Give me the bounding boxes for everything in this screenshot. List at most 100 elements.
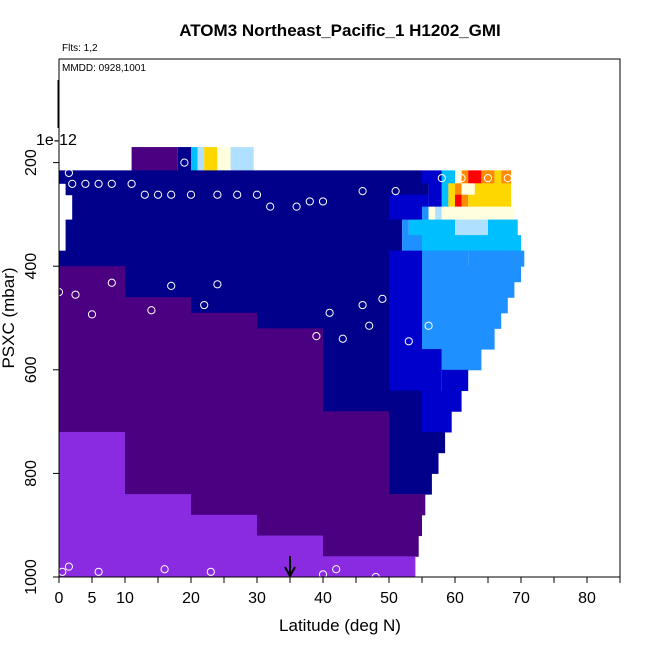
arrow-head: [284, 566, 296, 579]
heatmap-cell: [257, 219, 323, 236]
scale-label: 1e-12: [36, 132, 77, 149]
heatmap-cell: [389, 390, 422, 412]
heatmap-cell: [408, 219, 455, 236]
heatmap-cell: [257, 281, 323, 298]
heatmap-cell: [59, 514, 125, 537]
observation-point: [312, 332, 321, 341]
heatmap-cell: [455, 235, 521, 252]
observation-point: [305, 197, 314, 206]
heatmap-cell: [59, 281, 125, 298]
observation-point: [94, 567, 103, 576]
observation-point: [358, 186, 367, 196]
heatmap-cell: [488, 219, 518, 236]
observation-point: [147, 306, 156, 315]
heatmap-cell: [389, 494, 426, 516]
heatmap-cell: [59, 312, 125, 329]
heatmap-cell: [389, 473, 432, 495]
y-axis: 200 400 600 800 1000: [23, 149, 59, 595]
heatmap-cell: [428, 206, 436, 221]
heatmap-cell: [125, 266, 191, 283]
heatmap-cell: [191, 494, 257, 516]
heatmap-cell: [65, 183, 125, 196]
heatmap-cell: [389, 312, 422, 329]
x-tick-label: 50: [380, 590, 398, 607]
heatmap-cell: [323, 535, 389, 557]
observation-point: [167, 190, 176, 199]
y-tick-label: 400: [23, 253, 40, 280]
heatmap-cell: [323, 250, 389, 267]
observation-point: [107, 278, 116, 287]
heatmap-cell: [59, 411, 125, 433]
heatmap-cell: [323, 452, 389, 474]
observation-point: [180, 158, 189, 167]
observation-point: [127, 179, 136, 188]
heatmap-cell: [191, 250, 257, 267]
heatmap-cell: [389, 369, 442, 392]
heatmap-cell: [191, 170, 257, 184]
heatmap-cell: [389, 411, 422, 433]
chart-title: ATOM3 Northeast_Pacific_1 H1202_GMI: [179, 21, 501, 40]
heatmap-cell: [389, 349, 442, 371]
heatmap-cell: [257, 431, 323, 454]
heatmap-cell: [448, 183, 455, 196]
x-tick-label: 40: [314, 590, 332, 607]
heatmap-cell: [59, 452, 125, 474]
heatmap-cell: [389, 206, 422, 221]
heatmap-cell: [461, 194, 469, 208]
plot-frame: [58, 58, 621, 578]
heatmap-cell: [191, 147, 198, 171]
heatmap-cell: [323, 411, 389, 433]
heatmap-cell: [59, 297, 125, 314]
heatmap-cell: [389, 194, 429, 208]
heatmap-cell: [323, 194, 389, 208]
x-tick-label: 60: [446, 590, 464, 607]
heatmap-cell: [389, 170, 422, 184]
observation-point: [71, 290, 80, 299]
observation-point: [457, 174, 466, 183]
heatmap-cell: [191, 328, 257, 350]
heatmap-cell: [72, 194, 125, 208]
x-axis: 0 5 10 20 30 40 50 60 70 80: [55, 577, 621, 607]
heatmap-cell: [191, 411, 257, 433]
observation-point: [68, 179, 77, 188]
heatmap-cell: [441, 170, 455, 184]
observation-point: [318, 197, 328, 206]
heatmap-cell: [191, 535, 257, 557]
heatmap-cell: [257, 206, 323, 221]
heatmap-cell: [257, 328, 323, 350]
heatmap-cell: [441, 206, 515, 221]
heatmap-cell: [323, 514, 389, 537]
heatmap-cell: [257, 369, 323, 392]
heatmap-cell: [468, 170, 482, 184]
y-tick-label: 200: [23, 149, 40, 176]
observation-point: [332, 565, 341, 574]
observation-point: [325, 308, 334, 317]
heatmap-cell: [191, 194, 257, 208]
heatmap-cell: [230, 147, 254, 171]
heatmap-cell: [191, 206, 257, 221]
heatmap-cell: [389, 452, 422, 474]
heatmap-cell: [257, 473, 323, 495]
observation-point: [167, 281, 176, 290]
heatmap-cell: [125, 431, 191, 454]
heatmap-cell: [257, 411, 323, 433]
observation-point: [64, 168, 74, 178]
y-tick-label: 600: [23, 356, 40, 383]
observation-point: [404, 337, 413, 346]
heatmap-cell: [257, 266, 323, 283]
heatmap-cell: [257, 183, 323, 196]
heatmap-cell: [59, 556, 125, 578]
heatmap-cell: [257, 250, 323, 267]
heatmap-cell: [125, 369, 191, 392]
observation-point: [365, 321, 374, 330]
heatmap-cell: [191, 281, 257, 298]
heatmap-cell: [441, 183, 449, 196]
heatmap-cell: [428, 194, 442, 208]
heatmap-cell: [59, 170, 125, 184]
heatmap-cell: [323, 266, 389, 283]
observation-point: [153, 190, 163, 199]
heatmap-cell: [59, 349, 125, 371]
heatmap-cell: [389, 556, 416, 578]
heatmap-cell: [323, 206, 389, 221]
